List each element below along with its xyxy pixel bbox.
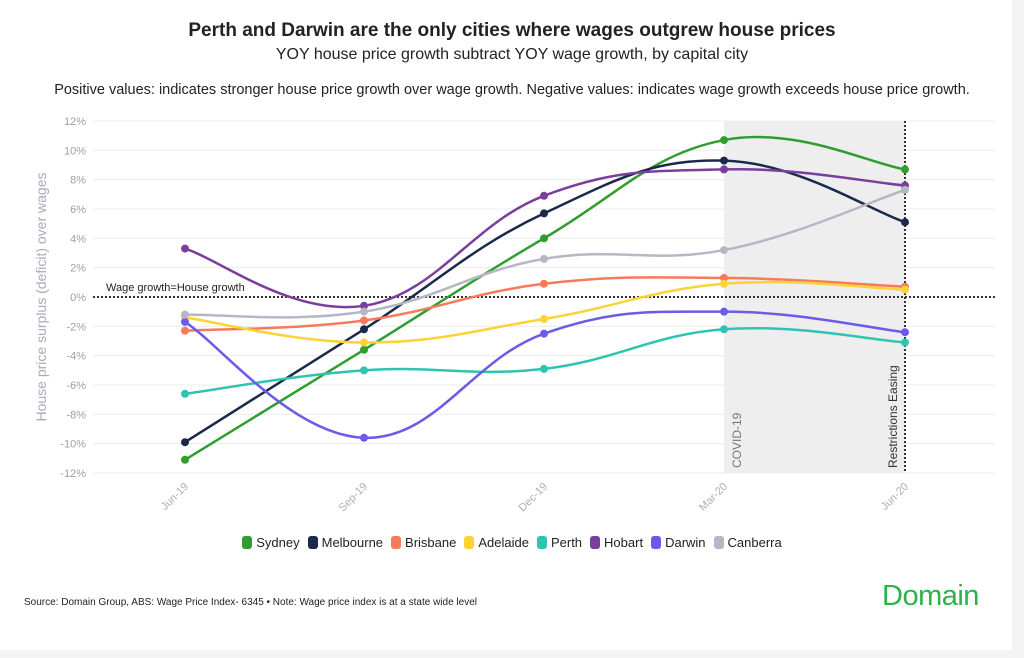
y-tick-label: -6% — [66, 380, 86, 392]
legend-label: Hobart — [604, 535, 644, 550]
data-point-darwin — [360, 433, 368, 442]
legend-item-sydney[interactable]: Sydney — [242, 535, 300, 550]
legend-item-brisbane[interactable]: Brisbane — [391, 535, 456, 550]
data-point-melbourne — [181, 438, 189, 447]
y-tick-label: 10% — [64, 145, 86, 157]
data-point-canberra — [540, 254, 548, 263]
data-point-sydney — [181, 455, 189, 464]
x-tick-label: Jun-19 — [159, 481, 191, 513]
data-point-brisbane — [720, 273, 728, 282]
data-point-canberra — [901, 185, 909, 194]
data-point-hobart — [181, 244, 189, 253]
legend-swatch — [391, 536, 402, 549]
restrictions-easing-label: Restrictions Easing — [886, 365, 900, 468]
data-point-adelaide — [901, 285, 909, 294]
legend-item-perth[interactable]: Perth — [536, 535, 583, 550]
line-chart: 12% 10% 8% 6% 4% 2% 0% -2% -4% -6% -8% -10% -12% Hous… — [33, 116, 995, 515]
legend: Sydney Melbourne Brisbane Adelaide Perth Hoba… — [0, 535, 1024, 550]
data-point-sydney — [901, 165, 909, 174]
data-point-sydney — [360, 345, 368, 354]
data-point-melbourne — [901, 218, 909, 227]
legend-label: Darwin — [665, 535, 706, 550]
y-tick-label: 4% — [70, 233, 86, 245]
x-tick-label: Jun-20 — [879, 481, 911, 513]
legend-label: Brisbane — [405, 535, 457, 550]
y-tick-label: -10% — [60, 439, 86, 451]
legend-item-canberra[interactable]: Canberra — [713, 535, 782, 550]
legend-swatch — [464, 536, 475, 549]
legend-label: Canberra — [727, 535, 782, 550]
legend-swatch — [713, 536, 724, 549]
data-point-sydney — [720, 136, 728, 145]
source-note: Source: Domain Group, ABS: Wage Price In… — [24, 597, 477, 608]
data-point-perth — [181, 389, 189, 398]
legend-swatch — [242, 536, 253, 549]
data-point-darwin — [901, 328, 909, 337]
data-point-canberra — [720, 246, 728, 255]
data-point-perth — [360, 366, 368, 375]
y-tick-label: -4% — [66, 351, 86, 363]
chart-title: Perth and Darwin are the only cities whe… — [188, 20, 836, 41]
legend-label: Sydney — [256, 535, 300, 550]
y-tick-label: 2% — [70, 263, 86, 275]
x-tick-label: Sep-19 — [337, 481, 371, 515]
series-line-darwin — [184, 310, 906, 440]
legend-swatch — [651, 536, 662, 549]
chart-note: Positive values: indicates stronger hous… — [54, 82, 970, 98]
legend-swatch — [307, 536, 318, 549]
legend-item-hobart[interactable]: Hobart — [590, 535, 643, 550]
data-point-canberra — [360, 307, 368, 316]
legend-item-darwin[interactable]: Darwin — [651, 535, 706, 550]
data-point-adelaide — [720, 279, 728, 288]
y-tick-label: -12% — [60, 468, 86, 480]
y-tick-label: -2% — [66, 321, 86, 333]
data-point-brisbane — [181, 326, 189, 335]
x-tick-label: Mar-20 — [697, 481, 730, 514]
data-point-perth — [720, 325, 728, 334]
data-point-brisbane — [360, 316, 368, 325]
legend-label: Perth — [550, 535, 583, 550]
legend-swatch — [536, 536, 547, 549]
data-point-darwin — [720, 307, 728, 316]
y-tick-label: 6% — [70, 204, 86, 216]
data-point-melbourne — [720, 156, 728, 165]
covid-label: COVID-19 — [730, 412, 744, 468]
legend-label: Adelaide — [478, 535, 529, 550]
data-point-hobart — [360, 301, 368, 310]
data-point-darwin — [181, 317, 189, 326]
data-point-adelaide — [540, 315, 548, 323]
series-line-hobart — [184, 167, 906, 309]
data-point-canberra — [181, 310, 189, 319]
data-point-sydney — [540, 234, 548, 243]
x-tick-label: Dec-19 — [517, 481, 551, 515]
data-point-perth — [540, 364, 548, 373]
legend-swatch — [590, 536, 601, 549]
y-tick-label: 8% — [70, 175, 86, 187]
data-point-hobart — [540, 191, 548, 200]
y-tick-label: -8% — [66, 409, 86, 421]
data-point-melbourne — [540, 209, 548, 218]
data-point-perth — [901, 338, 909, 347]
data-point-adelaide — [360, 338, 368, 347]
legend-item-melbourne[interactable]: Melbourne — [307, 535, 384, 550]
y-tick-label: 0% — [70, 292, 86, 304]
legend-item-adelaide[interactable]: Adelaide — [464, 535, 529, 550]
legend-label: Melbourne — [321, 535, 384, 550]
data-point-melbourne — [360, 325, 368, 334]
reference-line-label: Wage growth=House growth — [106, 282, 245, 294]
data-point-brisbane — [540, 279, 548, 288]
domain-logo: Domain — [882, 580, 979, 612]
y-axis-label: House price surplus (deficit) over wages — [33, 173, 49, 422]
y-tick-label: 12% — [64, 116, 86, 128]
chart-subtitle: YOY house price growth subtract YOY wage… — [275, 46, 749, 63]
data-point-hobart — [720, 165, 728, 174]
data-point-darwin — [540, 329, 548, 338]
